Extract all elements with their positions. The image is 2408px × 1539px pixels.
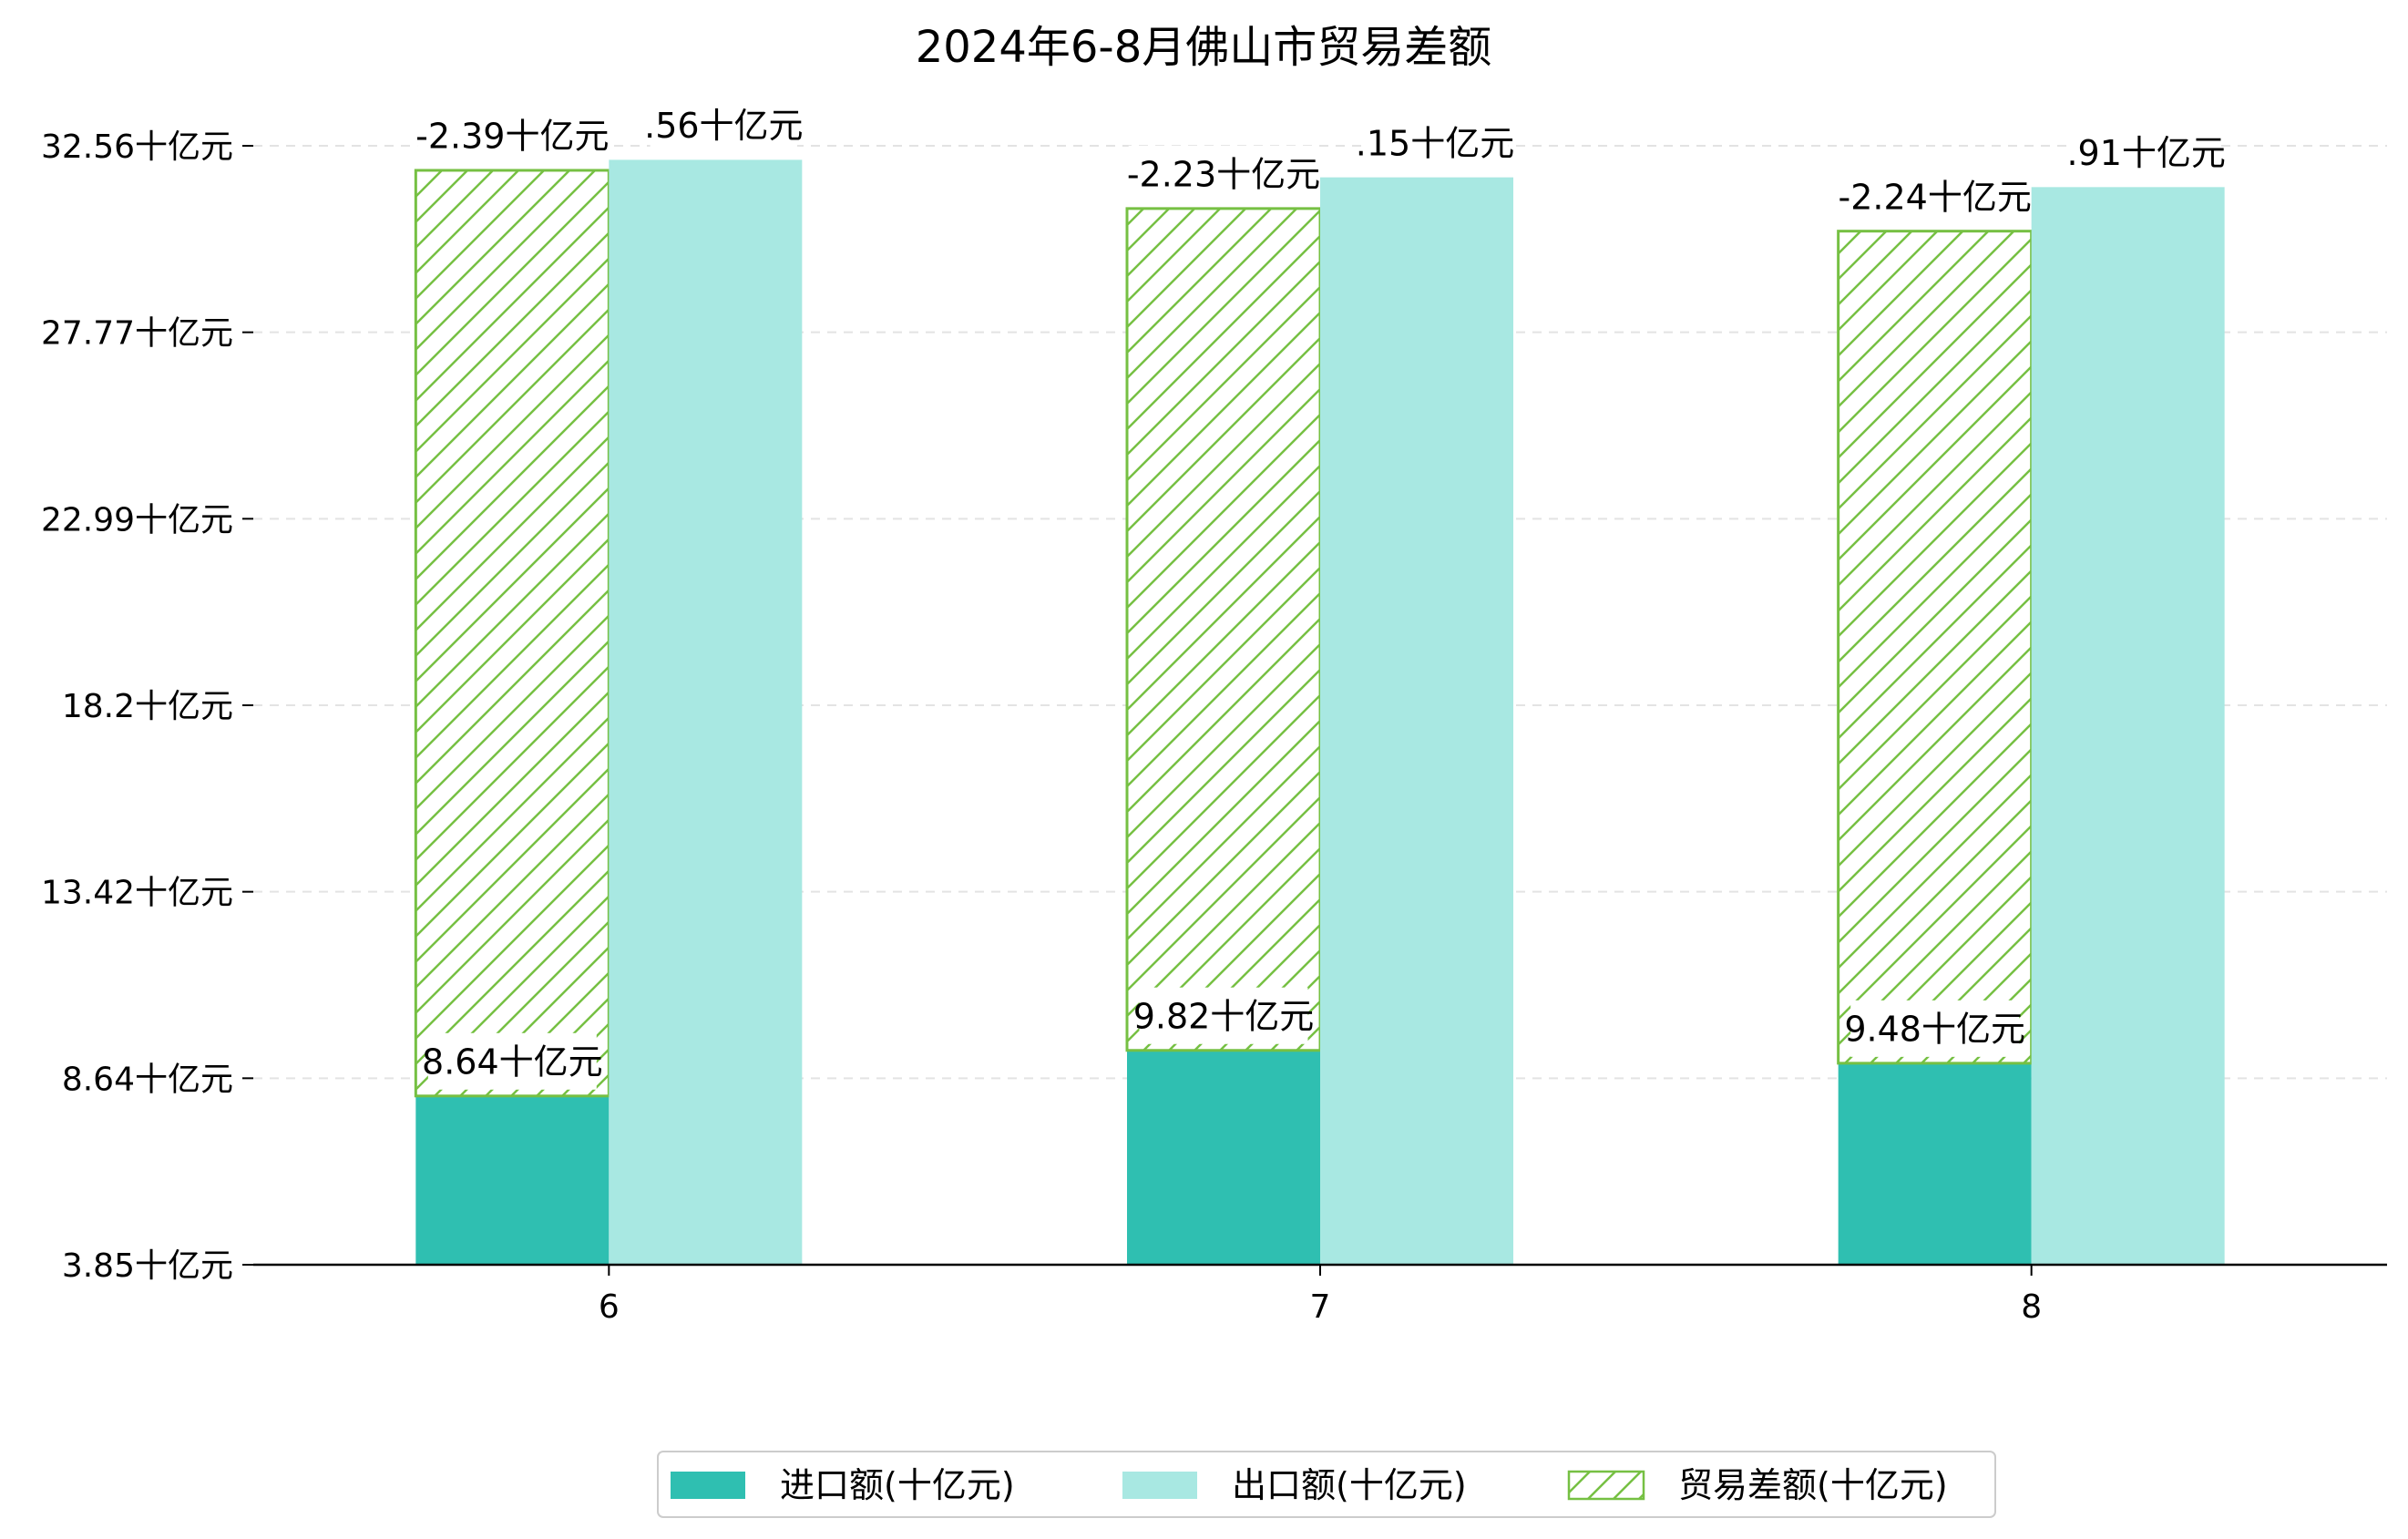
axes: 3.85十亿元 8.64十亿元 13.42十亿元 18.2十亿元 22.99十亿元 27.… [41,128,2387,1326]
import-label: 8.64十亿元 [422,1041,603,1082]
chart-title: 2024年6-8月佛山市贸易差额 [916,22,1492,73]
y-tick-label: 22.99十亿元 [41,501,233,539]
export-label-bg [2072,124,2220,181]
balance-label: -2.24十亿元 [1839,177,2032,217]
bars [414,159,2225,1266]
legend-swatch [1567,1470,1645,1501]
export-label-bg [1361,114,1509,171]
legend-label: 进口额(十亿元) [780,1465,1015,1505]
y-tick-label: 27.77十亿元 [41,315,233,353]
export-label: .56十亿元 [644,106,803,146]
export-label-bg [650,97,798,154]
import-label-bg [1139,987,1308,1044]
balance-bar [414,169,610,1098]
import-label: 9.48十亿元 [1844,1010,2025,1050]
x-tick-label: 8 [2021,1288,2042,1326]
x-tick-label: 7 [1310,1288,1331,1326]
import-bar [415,1095,610,1265]
y-tick-label: 13.42十亿元 [41,875,233,912]
balance-label: -2.39十亿元 [415,117,609,157]
balance-bar [1837,230,2034,1065]
y-tick-label: 18.2十亿元 [62,688,233,725]
x-tick-label: 6 [599,1288,620,1326]
balance-label: -2.23十亿元 [1127,155,1320,195]
export-label: .15十亿元 [1356,123,1514,163]
import-bar [1127,1050,1320,1265]
balance-label-bg [1128,145,1319,202]
legend-label: 贸易差额(十亿元) [1678,1465,1948,1505]
legend[interactable]: 进口额(十亿元) 出口额(十亿元) 贸易差额(十亿元) [657,1451,1996,1518]
import-label-bg [427,1032,597,1090]
import-label: 9.82十亿元 [1133,996,1315,1036]
legend-swatch [1122,1472,1197,1499]
export-label: .91十亿元 [2066,133,2225,173]
balance-label-bg [417,107,608,164]
export-bar [1320,177,1513,1266]
y-tick-label: 3.85十亿元 [62,1247,233,1285]
legend-box [657,1451,1996,1518]
balance-label-bg [1839,168,2030,225]
y-tick-label: 8.64十亿元 [62,1061,233,1098]
y-tick-label: 32.56十亿元 [41,128,233,166]
data-labels: .56十亿元 -2.39十亿元 8.64十亿元 .15十亿元 -2.23十亿元 9.82十… [415,97,2226,1090]
balance-bar [1125,207,1322,1052]
legend-label: 出口额(十亿元) [1232,1465,1467,1505]
import-bar [1838,1062,2032,1265]
export-bar [2031,187,2225,1266]
import-label-bg [1850,1000,2020,1057]
legend-swatch [671,1472,745,1499]
export-bar [609,159,803,1266]
